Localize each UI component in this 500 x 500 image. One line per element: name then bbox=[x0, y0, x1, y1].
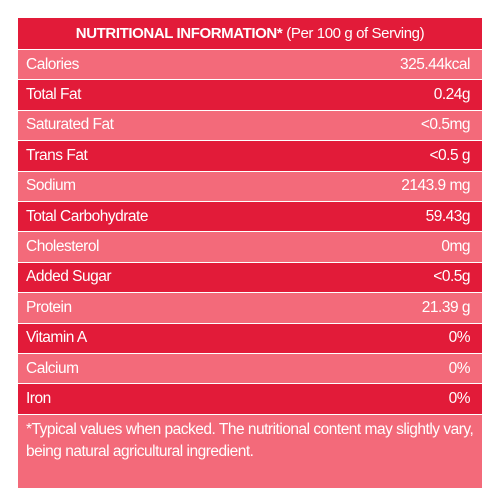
nutrient-value: 0.24g bbox=[433, 86, 471, 104]
nutrient-value: <0.5g bbox=[433, 268, 470, 286]
nutrient-value: 59.43g bbox=[425, 207, 471, 225]
nutrient-name: Added Sugar bbox=[26, 268, 112, 286]
table-row: Saturated Fat <0.5mg bbox=[18, 110, 482, 142]
nutrient-value: 2143.9 mg bbox=[401, 177, 470, 195]
table-title: NUTRITIONAL INFORMATION* bbox=[75, 25, 283, 42]
nutrient-name: Cholesterol bbox=[26, 238, 99, 256]
nutrient-value: <0.5 g bbox=[429, 146, 470, 164]
table-row: Protein 21.39 g bbox=[18, 293, 482, 324]
table-row: Iron 0% bbox=[18, 384, 482, 415]
table-row: Total Fat 0.24g bbox=[18, 80, 482, 111]
table-row: Cholesterol 0mg bbox=[18, 232, 482, 263]
table-row: Calcium 0% bbox=[18, 353, 482, 385]
nutrient-name: Sodium bbox=[26, 177, 76, 195]
nutrient-name: Saturated Fat bbox=[26, 116, 114, 134]
table-row: Vitamin A 0% bbox=[18, 323, 482, 354]
nutrient-name: Iron bbox=[26, 389, 51, 407]
nutrient-value: 0% bbox=[448, 389, 471, 407]
table-row: Trans Fat <0.5 g bbox=[18, 141, 482, 172]
nutrient-name: Total Carbohydrate bbox=[26, 207, 148, 225]
nutrition-table: NUTRITIONAL INFORMATION* (Per 100 g of S… bbox=[18, 18, 482, 488]
nutrient-name: Protein bbox=[26, 298, 72, 316]
nutrient-name: Calories bbox=[26, 55, 79, 73]
nutrient-rows: Calories 325.44kcal Total Fat 0.24g Satu… bbox=[18, 50, 482, 415]
table-row: Added Sugar <0.5g bbox=[18, 262, 482, 294]
table-row: Total Carbohydrate 59.43g bbox=[18, 201, 482, 233]
nutrient-value: 21.39 g bbox=[421, 298, 471, 316]
table-row: Calories 325.44kcal bbox=[18, 50, 482, 81]
table-subtitle: (Per 100 g of Serving) bbox=[286, 25, 425, 42]
footnote: *Typical values when packed. The nutriti… bbox=[18, 414, 482, 463]
nutrient-value: 0% bbox=[448, 329, 471, 347]
nutrient-value: 0% bbox=[448, 359, 471, 377]
table-row: Sodium 2143.9 mg bbox=[18, 171, 482, 202]
nutrient-value: 325.44kcal bbox=[400, 55, 470, 73]
table-header: NUTRITIONAL INFORMATION* (Per 100 g of S… bbox=[18, 18, 482, 50]
nutrient-name: Total Fat bbox=[26, 86, 81, 104]
nutrient-value: 0mg bbox=[441, 238, 470, 256]
nutrient-value: <0.5mg bbox=[420, 116, 471, 134]
nutrient-name: Trans Fat bbox=[26, 146, 88, 164]
nutrient-name: Calcium bbox=[26, 359, 79, 377]
nutrient-name: Vitamin A bbox=[26, 329, 87, 347]
